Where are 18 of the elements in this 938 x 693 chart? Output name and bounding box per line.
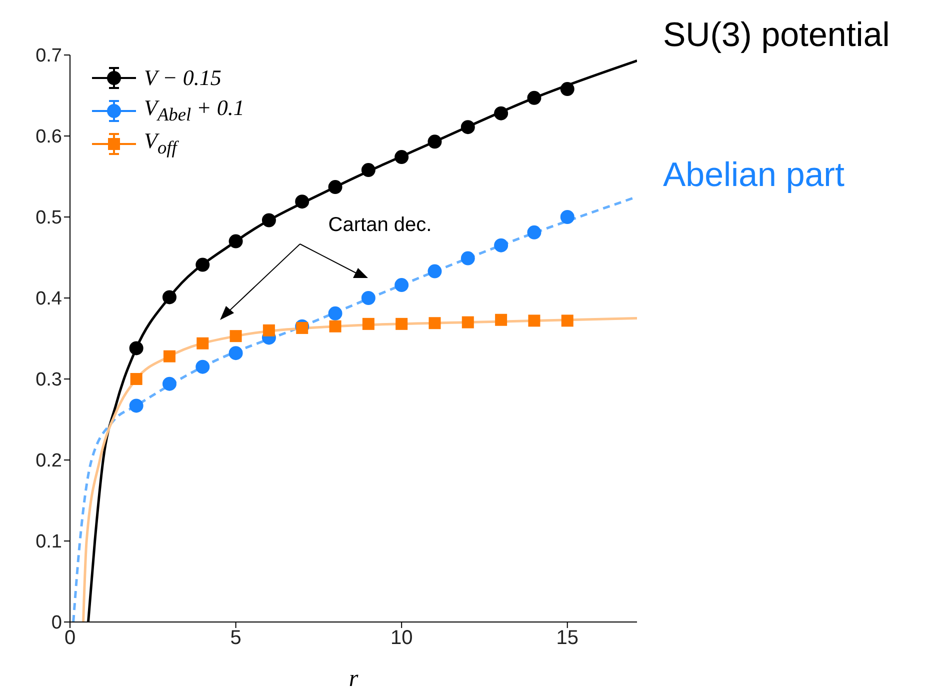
y-tick-label: 0.7 (36, 46, 62, 67)
y-tick-label: 0.3 (36, 370, 62, 391)
y-tick-label: 0 (51, 612, 62, 634)
legend-label: V$_{off}$ (144, 128, 177, 159)
y-tick-label: 0.6 (36, 126, 62, 148)
y-tick-label: 0.4 (36, 288, 62, 310)
y-tick-label: 0.1 (36, 532, 62, 553)
legend-label: V − 0.15 (144, 64, 222, 90)
y-tick-label: 0.2 (36, 450, 62, 472)
text: SU(3) potential (663, 16, 890, 55)
text: Abelian part (663, 156, 844, 195)
x-axis-title: r (348, 666, 359, 692)
legend-label: V$_{Abel}$ + 0.1 (144, 95, 244, 126)
y-tick-label: 0.5 (36, 208, 62, 229)
x-tick-label: 15 (556, 627, 578, 650)
annotation: Cartan dec. (327, 214, 433, 237)
x-tick-label: 5 (230, 627, 242, 650)
x-tick-label: 10 (390, 627, 413, 650)
